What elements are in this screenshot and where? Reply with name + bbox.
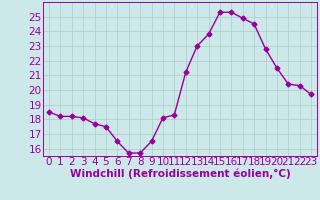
- X-axis label: Windchill (Refroidissement éolien,°C): Windchill (Refroidissement éolien,°C): [70, 169, 290, 179]
